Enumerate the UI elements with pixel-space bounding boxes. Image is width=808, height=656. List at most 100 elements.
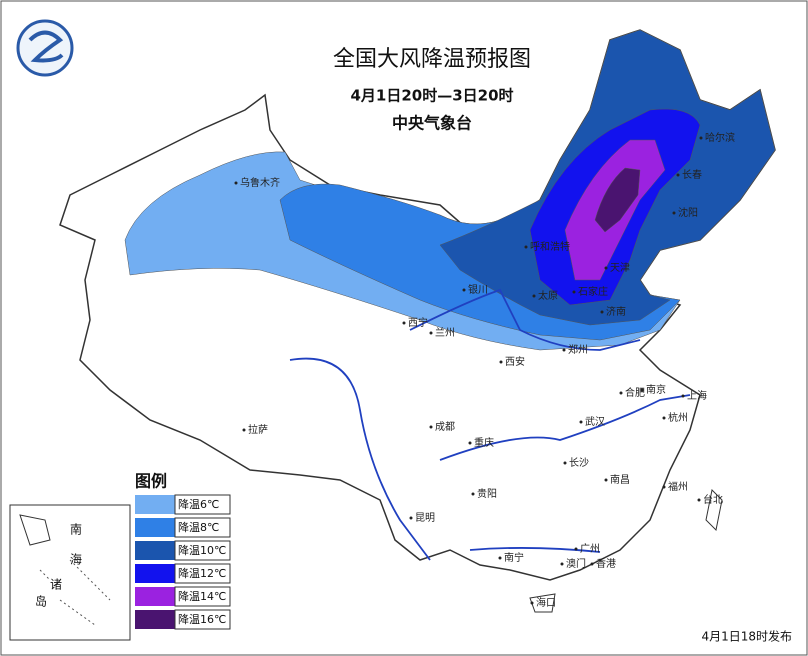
city-dot [242, 428, 246, 432]
legend-swatch [135, 518, 175, 537]
city-label: 南宁 [504, 551, 524, 564]
city-label: 福州 [668, 480, 688, 493]
legend-box [174, 517, 231, 538]
city-label: 石家庄 [578, 285, 608, 298]
agency: 中央气象台 [392, 114, 472, 133]
city-dot [530, 601, 534, 605]
legend-box [174, 540, 231, 561]
period: 4月1日20时—3日20时 [350, 87, 513, 105]
city-dot [662, 485, 666, 489]
legend-swatch [135, 495, 175, 514]
city-dot [676, 173, 680, 177]
city-label: 银川 [468, 283, 488, 296]
city-label: 呼和浩特 [530, 241, 570, 253]
legend-swatch [135, 564, 175, 583]
city-dot [563, 461, 567, 465]
inset-label: 诸 [50, 578, 62, 592]
cooling-zone [594, 167, 641, 233]
city-label: 昆明 [415, 512, 435, 524]
city-label: 长沙 [569, 457, 589, 469]
city-dot [640, 388, 644, 392]
city-dot [619, 391, 623, 395]
city-dot [532, 294, 536, 298]
inset-label: 海 [70, 552, 82, 567]
city-label: 长春 [682, 169, 702, 181]
city-dot [524, 245, 528, 249]
legend-title: 图例 [135, 472, 167, 491]
city-dot [462, 288, 466, 292]
city-label: 太原 [538, 289, 558, 302]
city-label: 武汉 [585, 415, 605, 428]
legend-label: 降温6℃ [178, 497, 219, 511]
city-dot [429, 425, 433, 429]
city-label: 沈阳 [678, 206, 698, 219]
cooling-zones [124, 29, 776, 351]
city-dot [697, 498, 701, 502]
legend-swatch [135, 610, 175, 629]
inset-label: 岛 [35, 594, 47, 609]
city-dot [409, 516, 413, 520]
city-dot [681, 394, 685, 398]
legend-swatch [135, 541, 175, 560]
city-dot [604, 266, 608, 270]
city-label: 澳门 [566, 557, 586, 570]
hainan [529, 593, 556, 613]
city-dot [498, 556, 502, 560]
city-dot [579, 420, 583, 424]
inset-label: 南 [70, 522, 82, 537]
taiwan [705, 488, 723, 532]
city-label: 拉萨 [248, 423, 268, 436]
city-label: 上海 [687, 389, 707, 402]
city-label: 南昌 [610, 473, 630, 486]
city-dot [429, 331, 433, 335]
city-dot [572, 290, 576, 294]
city-dot [402, 321, 406, 325]
city-label: 西宁 [408, 316, 428, 329]
legend-box [174, 586, 231, 607]
city-label: 重庆 [474, 436, 494, 449]
city-label: 广州 [580, 543, 600, 555]
issued: 4月1日18时发布 [701, 629, 792, 644]
city-label: 杭州 [668, 411, 688, 424]
legend-label: 降温12℃ [178, 566, 226, 580]
city-dot [560, 562, 564, 566]
city-dot [604, 478, 608, 482]
legend-label: 降温16℃ [178, 612, 226, 626]
legend: 降温6℃ 降温8℃ 降温10℃ 降温12℃ 降温14℃ 降温16℃ [135, 494, 231, 630]
city-label: 西安 [505, 355, 525, 368]
city-dot [699, 136, 703, 140]
city-dot [468, 441, 472, 445]
city-dot [600, 310, 604, 314]
city-label: 郑州 [568, 343, 588, 356]
city-dot [234, 181, 238, 185]
city-label: 南京 [646, 383, 666, 396]
city-dot [471, 492, 475, 496]
city-label: 乌鲁木齐 [240, 176, 280, 189]
legend-label: 降温8℃ [178, 520, 219, 534]
city-label: 济南 [606, 305, 626, 318]
inset [9, 504, 131, 641]
city-dot [562, 348, 566, 352]
city-label: 贵阳 [477, 487, 497, 500]
legend-swatch [135, 587, 175, 606]
logo [16, 19, 74, 77]
city-label: 成都 [435, 421, 455, 433]
city-dot [662, 416, 666, 420]
legend-label: 降温14℃ [178, 589, 226, 603]
city-label: 台北 [703, 493, 723, 506]
city-dot [499, 360, 503, 364]
legend-box [174, 563, 231, 584]
legend-box [174, 609, 231, 630]
city-label: 哈尔滨 [705, 131, 735, 144]
city-label: 合肥 [625, 386, 645, 399]
title: 全国大风降温预报图 [333, 47, 531, 72]
city-label: 天津 [610, 262, 630, 274]
legend-box [174, 494, 231, 515]
city-dot [672, 211, 676, 215]
city-dot [590, 562, 594, 566]
legend-label: 降温10℃ [178, 543, 226, 557]
rivers [289, 288, 691, 561]
city-label: 香港 [596, 558, 616, 570]
